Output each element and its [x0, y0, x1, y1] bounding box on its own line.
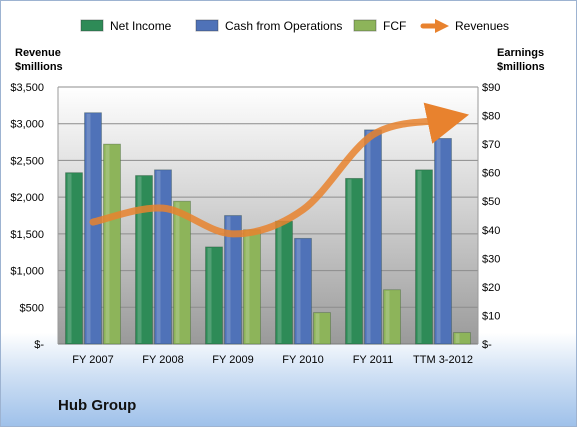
bar-cash-from-operations	[224, 215, 242, 345]
bar-highlight	[315, 313, 320, 343]
left-axis-ticks: $- $500 $1,000 $1,500 $2,000 $2,500 $3,000 $3,5…	[10, 82, 44, 351]
left-tick-label: $2,500	[10, 155, 44, 167]
category-labels: FY 2007 FY 2008 FY 2009 FY 2010 FY 2011 TTM 3…	[72, 354, 473, 366]
company-name: Hub Group	[58, 397, 137, 414]
right-tick-label: $10	[482, 310, 500, 322]
bar-fcf	[453, 332, 471, 345]
right-tick-label: $90	[482, 82, 500, 94]
legend-label: Cash from Operations	[225, 19, 342, 33]
revenue-line-layer	[89, 102, 470, 238]
left-tick-label: $2,000	[10, 192, 44, 204]
bar-highlight	[417, 170, 422, 343]
bar-highlight	[207, 247, 212, 343]
left-tick-label: $-	[34, 339, 44, 351]
legend-swatch	[80, 19, 104, 32]
bar-highlight	[436, 139, 441, 343]
left-tick-label: $1,000	[10, 266, 44, 278]
right-axis-title-line1: Earnings	[497, 47, 544, 59]
bar-fcf	[383, 289, 401, 345]
legend-swatch	[195, 19, 219, 32]
right-tick-label: $50	[482, 196, 500, 208]
bar-net-income	[65, 172, 83, 345]
category-label: TTM 3-2012	[413, 354, 473, 366]
right-axis-ticks: $- $10 $20 $30 $40 $50 $60 $70 $80 $90	[482, 82, 500, 351]
bar-highlight	[137, 176, 142, 343]
right-axis-title-line2: $millions	[497, 61, 545, 73]
bar-highlight	[455, 333, 460, 343]
category-label: FY 2008	[142, 354, 183, 366]
right-tick-label: $70	[482, 139, 500, 151]
legend-label: Revenues	[455, 19, 509, 33]
category-label: FY 2010	[282, 354, 323, 366]
bar-highlight	[67, 173, 72, 343]
bar-highlight	[296, 239, 301, 343]
legend-swatch	[353, 19, 377, 32]
revenue-line	[89, 102, 470, 238]
bar-highlight	[245, 230, 250, 343]
legend: Net Income Cash from Operations FCF Revenue…	[80, 19, 509, 33]
bar-highlight	[347, 179, 352, 343]
bar-cash-from-operations	[364, 129, 382, 345]
bar-net-income	[135, 175, 153, 345]
bar-fcf	[103, 143, 121, 345]
bars	[65, 112, 471, 345]
bar-fcf	[313, 312, 331, 345]
bar-highlight	[105, 145, 110, 343]
right-tick-label: $40	[482, 225, 500, 237]
left-tick-label: $1,500	[10, 229, 44, 241]
bar-highlight	[366, 130, 371, 343]
category-label: FY 2011	[353, 354, 394, 366]
legend-label: Net Income	[110, 19, 172, 33]
bar-fcf	[173, 200, 191, 345]
right-tick-label: $30	[482, 253, 500, 265]
left-axis-title-line2: $millions	[15, 61, 63, 73]
bar-highlight	[156, 170, 161, 343]
bar-highlight	[385, 290, 390, 343]
bar-highlight	[226, 216, 231, 343]
bar-cash-from-operations	[294, 237, 312, 345]
bar-highlight	[86, 113, 91, 343]
bar-highlight	[277, 222, 282, 343]
bar-cash-from-operations	[154, 169, 172, 345]
left-tick-label: $3,500	[10, 82, 44, 94]
category-label: FY 2007	[72, 354, 113, 366]
bar-cash-from-operations	[84, 112, 102, 345]
bar-net-income	[205, 246, 223, 345]
legend-label: FCF	[383, 19, 406, 33]
left-axis-title-line1: Revenue	[15, 47, 61, 59]
left-tick-label: $3,000	[10, 119, 44, 131]
right-tick-label: $20	[482, 282, 500, 294]
right-tick-label: $-	[482, 339, 492, 351]
right-tick-label: $60	[482, 168, 500, 180]
bar-highlight	[175, 202, 180, 343]
right-tick-label: $80	[482, 111, 500, 123]
legend-revenues-arrow	[435, 19, 449, 33]
bar-net-income	[415, 169, 433, 345]
left-tick-label: $500	[20, 302, 44, 314]
bar-net-income	[345, 177, 363, 345]
category-label: FY 2009	[212, 354, 253, 366]
